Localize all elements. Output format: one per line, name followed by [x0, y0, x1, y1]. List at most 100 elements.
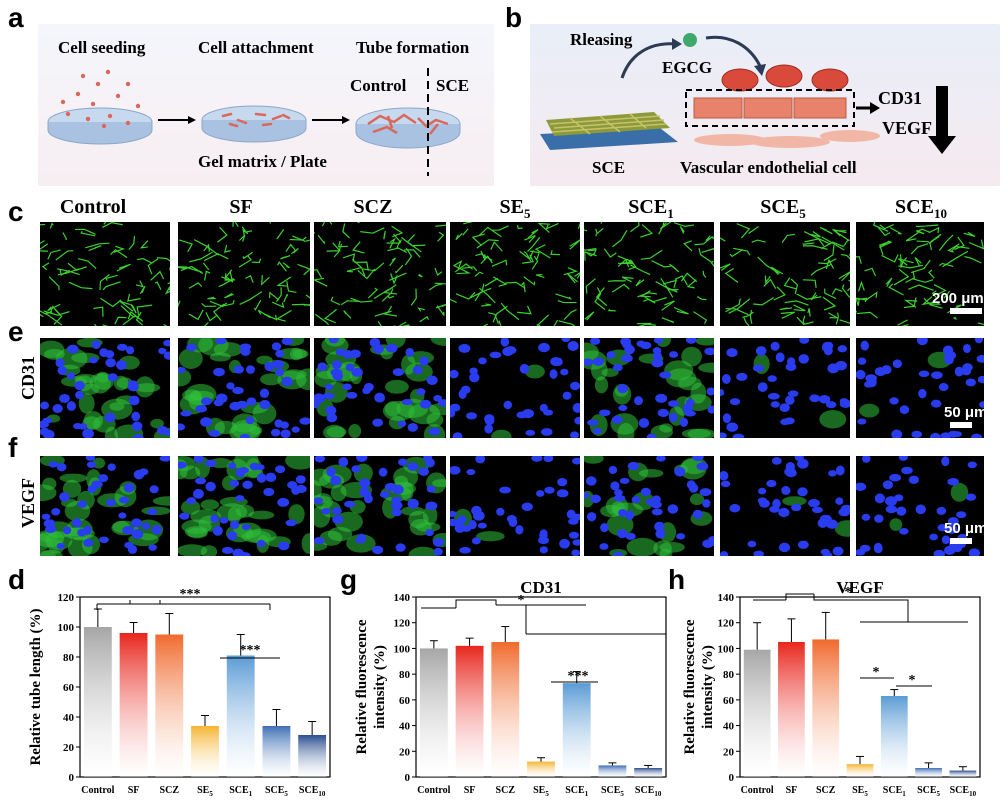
x-tick-label: SF: [786, 785, 798, 796]
label-vegf: VEGF: [882, 118, 933, 138]
x-tick-label: SCE10: [299, 785, 326, 798]
y-tick-label: 80: [63, 652, 75, 664]
plot-frame: [739, 596, 981, 778]
y-tick-label: 0: [69, 772, 75, 784]
label-sce-scaffold: SCE: [592, 158, 626, 177]
label-vascular-endothelial-cell: Vascular endothelial cell: [680, 158, 857, 177]
column-header-scz: SCZ: [353, 196, 393, 218]
y-tick-label: 20: [63, 742, 75, 754]
panel-label-f: f: [8, 432, 18, 463]
chart-h-vegf: 0 20 40 60 80 100 120 140 VEGF Relative fluoresce…: [682, 578, 981, 798]
vegf-image-se5: [450, 456, 580, 556]
bar-sce1: [880, 696, 908, 777]
label-control: Control: [350, 76, 407, 95]
panel-label-b: b: [505, 2, 523, 33]
cd31-image-se5: [450, 338, 580, 438]
x-tick-label: SCE10: [635, 785, 662, 798]
bar-se5: [191, 726, 219, 777]
cd31-image-control: [40, 338, 170, 438]
x-tick-label: SCE1: [565, 785, 588, 798]
y-tick-label: 40: [63, 712, 75, 724]
bar-scz: [491, 642, 520, 777]
row-label-vegf: VEGF: [18, 477, 38, 528]
chart-g-cd31: 0 20 40 60 80 100 120 140 CD31 Relative fluoresce…: [354, 578, 667, 798]
scalebar-e: [950, 422, 972, 428]
step-cell-seeding: Cell seeding: [58, 38, 146, 57]
x-tick-label: SCE10: [950, 785, 977, 798]
significance-bracket: [813, 594, 909, 622]
cd31-image-sce1: [584, 338, 714, 438]
bar-sce1: [226, 655, 255, 777]
significance-star: ***: [240, 643, 261, 658]
x-tick-label: SCE1: [883, 785, 906, 798]
bar-control: [419, 648, 448, 777]
significance-star: *: [909, 673, 916, 688]
y-axis-label: Relative tube length (%): [28, 608, 44, 765]
y-tick-label: 20: [723, 746, 735, 758]
y-tick-label: 100: [718, 643, 735, 655]
step-cell-attachment: Cell attachment: [198, 38, 314, 57]
tube-image-sce1: [584, 222, 714, 326]
bar-control: [743, 649, 771, 777]
vegf-image-control: [40, 456, 170, 556]
scalebar-f: [950, 538, 972, 544]
y-tick-label: 40: [399, 721, 411, 733]
x-tick-label: SCE5: [917, 785, 940, 798]
tube-image-se5: [450, 222, 580, 326]
petri-dish-illustrations: [47, 68, 461, 176]
y-tick-label: 60: [63, 682, 75, 694]
row-label-cd31: CD31: [18, 356, 38, 400]
cd31-image-scz: [314, 338, 446, 438]
significance-star: *: [873, 665, 880, 680]
panel-label-d: d: [8, 564, 26, 595]
column-header-sce10: SCE10: [895, 196, 947, 221]
y-axis-label: intensity (%): [372, 645, 388, 729]
y-tick-label: 120: [718, 618, 735, 630]
y-tick-label: 20: [399, 746, 411, 758]
scalebar-label-f: 50 μm: [944, 520, 988, 537]
cd31-image-sf: [178, 338, 310, 438]
y-tick-label: 140: [394, 592, 411, 604]
x-tick-label: SE5: [533, 785, 549, 798]
step-tube-formation: Tube formation: [356, 38, 470, 57]
bar-sce5: [598, 765, 627, 777]
significance-star: ***: [568, 669, 589, 684]
panel-label-e: e: [8, 316, 24, 347]
bar-se5: [846, 764, 874, 777]
significance-bracket: [455, 599, 497, 608]
x-tick-label: SF: [464, 785, 476, 796]
x-tick-label: SE5: [852, 785, 868, 798]
bar-sce10: [949, 770, 977, 777]
column-header-sf: SF: [229, 196, 253, 218]
vegf-image-sf: [178, 456, 310, 556]
column-header-sce5: SCE5: [760, 196, 806, 221]
bar-scz: [812, 639, 840, 777]
label-cd31: CD31: [878, 88, 922, 108]
label-egcg: EGCG: [662, 58, 713, 77]
significance-star: ***: [180, 587, 201, 602]
bar-sf: [455, 645, 484, 777]
panel-b-schematic: Rleasing EGCG SCE Vascular endothelial c…: [530, 24, 1000, 186]
chart-title: VEGF: [836, 578, 883, 597]
y-tick-label: 0: [729, 772, 735, 784]
y-tick-label: 60: [723, 695, 735, 707]
bar-se5: [527, 761, 555, 777]
scalebar-label-c: 200 μm: [932, 290, 984, 307]
significance-star: *: [845, 585, 852, 600]
vegf-image-sce1: [584, 456, 714, 556]
scalebar-label-e: 50 μm: [944, 404, 988, 421]
bar-sce5: [915, 768, 942, 777]
label-releasing: Rleasing: [570, 30, 633, 49]
scaffold-illustration: [540, 33, 956, 154]
bar-sce10: [634, 768, 663, 777]
panel-a-schematic: Cell seeding Cell attachment Tube format…: [38, 24, 494, 186]
cd31-image-sce5: [720, 338, 850, 438]
scalebar-c: [950, 308, 982, 314]
x-tick-label: Control: [81, 785, 114, 796]
y-tick-label: 120: [58, 592, 75, 604]
x-tick-label: Control: [417, 785, 450, 796]
panel-label-h: h: [668, 564, 686, 595]
bar-control: [83, 627, 112, 777]
panel-label-c: c: [8, 196, 24, 227]
bar-sce1: [562, 683, 591, 777]
